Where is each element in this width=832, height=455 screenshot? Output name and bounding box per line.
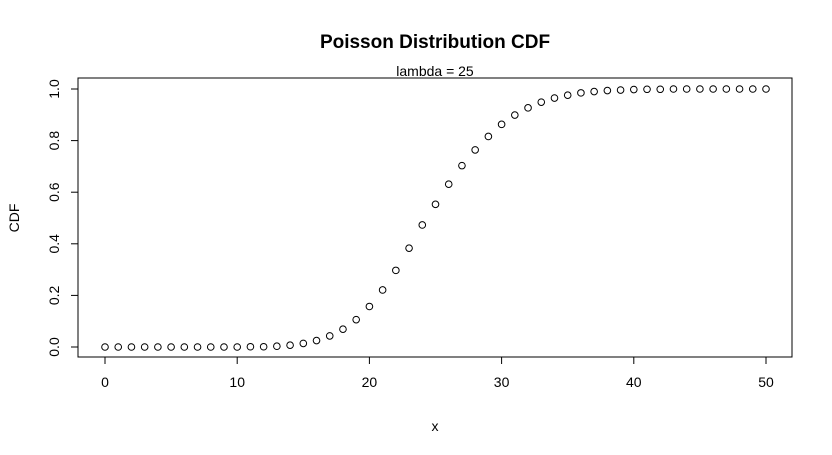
y-axis: 0.0 0.2 0.4 0.6 0.8 1.0 — [46, 79, 79, 357]
x-axis: 0 10 20 30 40 50 — [101, 356, 774, 390]
data-point — [114, 343, 123, 351]
data-point — [669, 85, 678, 93]
data-point — [748, 85, 757, 93]
data-point — [246, 342, 255, 351]
data-point — [286, 341, 294, 349]
y-tick-label: 0.8 — [46, 131, 62, 151]
data-point — [299, 339, 308, 348]
data-point — [339, 325, 347, 333]
data-point — [616, 86, 625, 94]
data-points — [101, 85, 770, 351]
chart-subtitle: lambda = 25 — [396, 63, 474, 79]
data-point — [325, 332, 334, 340]
x-tick-label: 20 — [362, 374, 378, 390]
data-point — [101, 343, 109, 351]
data-point — [405, 244, 413, 252]
data-point — [696, 85, 704, 93]
data-point — [378, 286, 387, 294]
data-point — [418, 221, 427, 229]
data-point — [722, 85, 731, 93]
data-point — [656, 85, 665, 94]
data-point — [193, 343, 202, 351]
data-point — [392, 266, 400, 275]
data-point — [180, 343, 189, 351]
data-point — [431, 200, 440, 209]
chart-title: Poisson Distribution CDF — [320, 32, 550, 53]
data-point — [577, 89, 585, 97]
data-point — [537, 98, 546, 106]
data-point — [603, 86, 612, 95]
data-point — [444, 180, 453, 189]
y-tick-label: 0.4 — [46, 234, 62, 254]
data-point — [682, 85, 691, 93]
y-tick-label: 0.2 — [46, 285, 62, 305]
data-point — [154, 343, 162, 351]
data-point — [233, 343, 241, 351]
y-tick-label: 1.0 — [46, 79, 62, 99]
data-point — [127, 343, 136, 351]
data-point — [206, 343, 215, 351]
data-point — [365, 302, 374, 311]
data-point — [630, 85, 638, 94]
x-tick-label: 30 — [494, 374, 510, 390]
data-point — [709, 85, 717, 93]
data-point — [563, 91, 572, 99]
data-point — [471, 146, 479, 154]
data-point — [762, 85, 770, 93]
plot-frame — [77, 77, 793, 358]
data-point — [352, 315, 360, 324]
y-axis-label: CDF — [6, 204, 22, 233]
x-tick-label: 40 — [626, 374, 642, 390]
data-point — [484, 132, 493, 141]
y-tick-label: 0.6 — [46, 182, 62, 202]
data-point — [167, 343, 175, 351]
data-point — [220, 343, 228, 351]
data-point — [458, 161, 466, 170]
data-point — [497, 120, 506, 129]
data-point — [140, 343, 149, 351]
data-point — [312, 336, 321, 345]
data-point — [643, 85, 651, 94]
x-tick-label: 10 — [229, 374, 245, 390]
x-tick-label: 50 — [758, 374, 774, 390]
data-point — [273, 342, 281, 351]
data-point — [511, 111, 519, 119]
x-axis-label: x — [432, 418, 439, 434]
data-point — [259, 342, 268, 351]
data-point — [550, 94, 559, 102]
data-point — [735, 85, 744, 93]
x-tick-label: 0 — [101, 374, 109, 390]
data-point — [524, 104, 532, 112]
data-point — [590, 87, 598, 96]
y-tick-label: 0.0 — [46, 337, 62, 357]
